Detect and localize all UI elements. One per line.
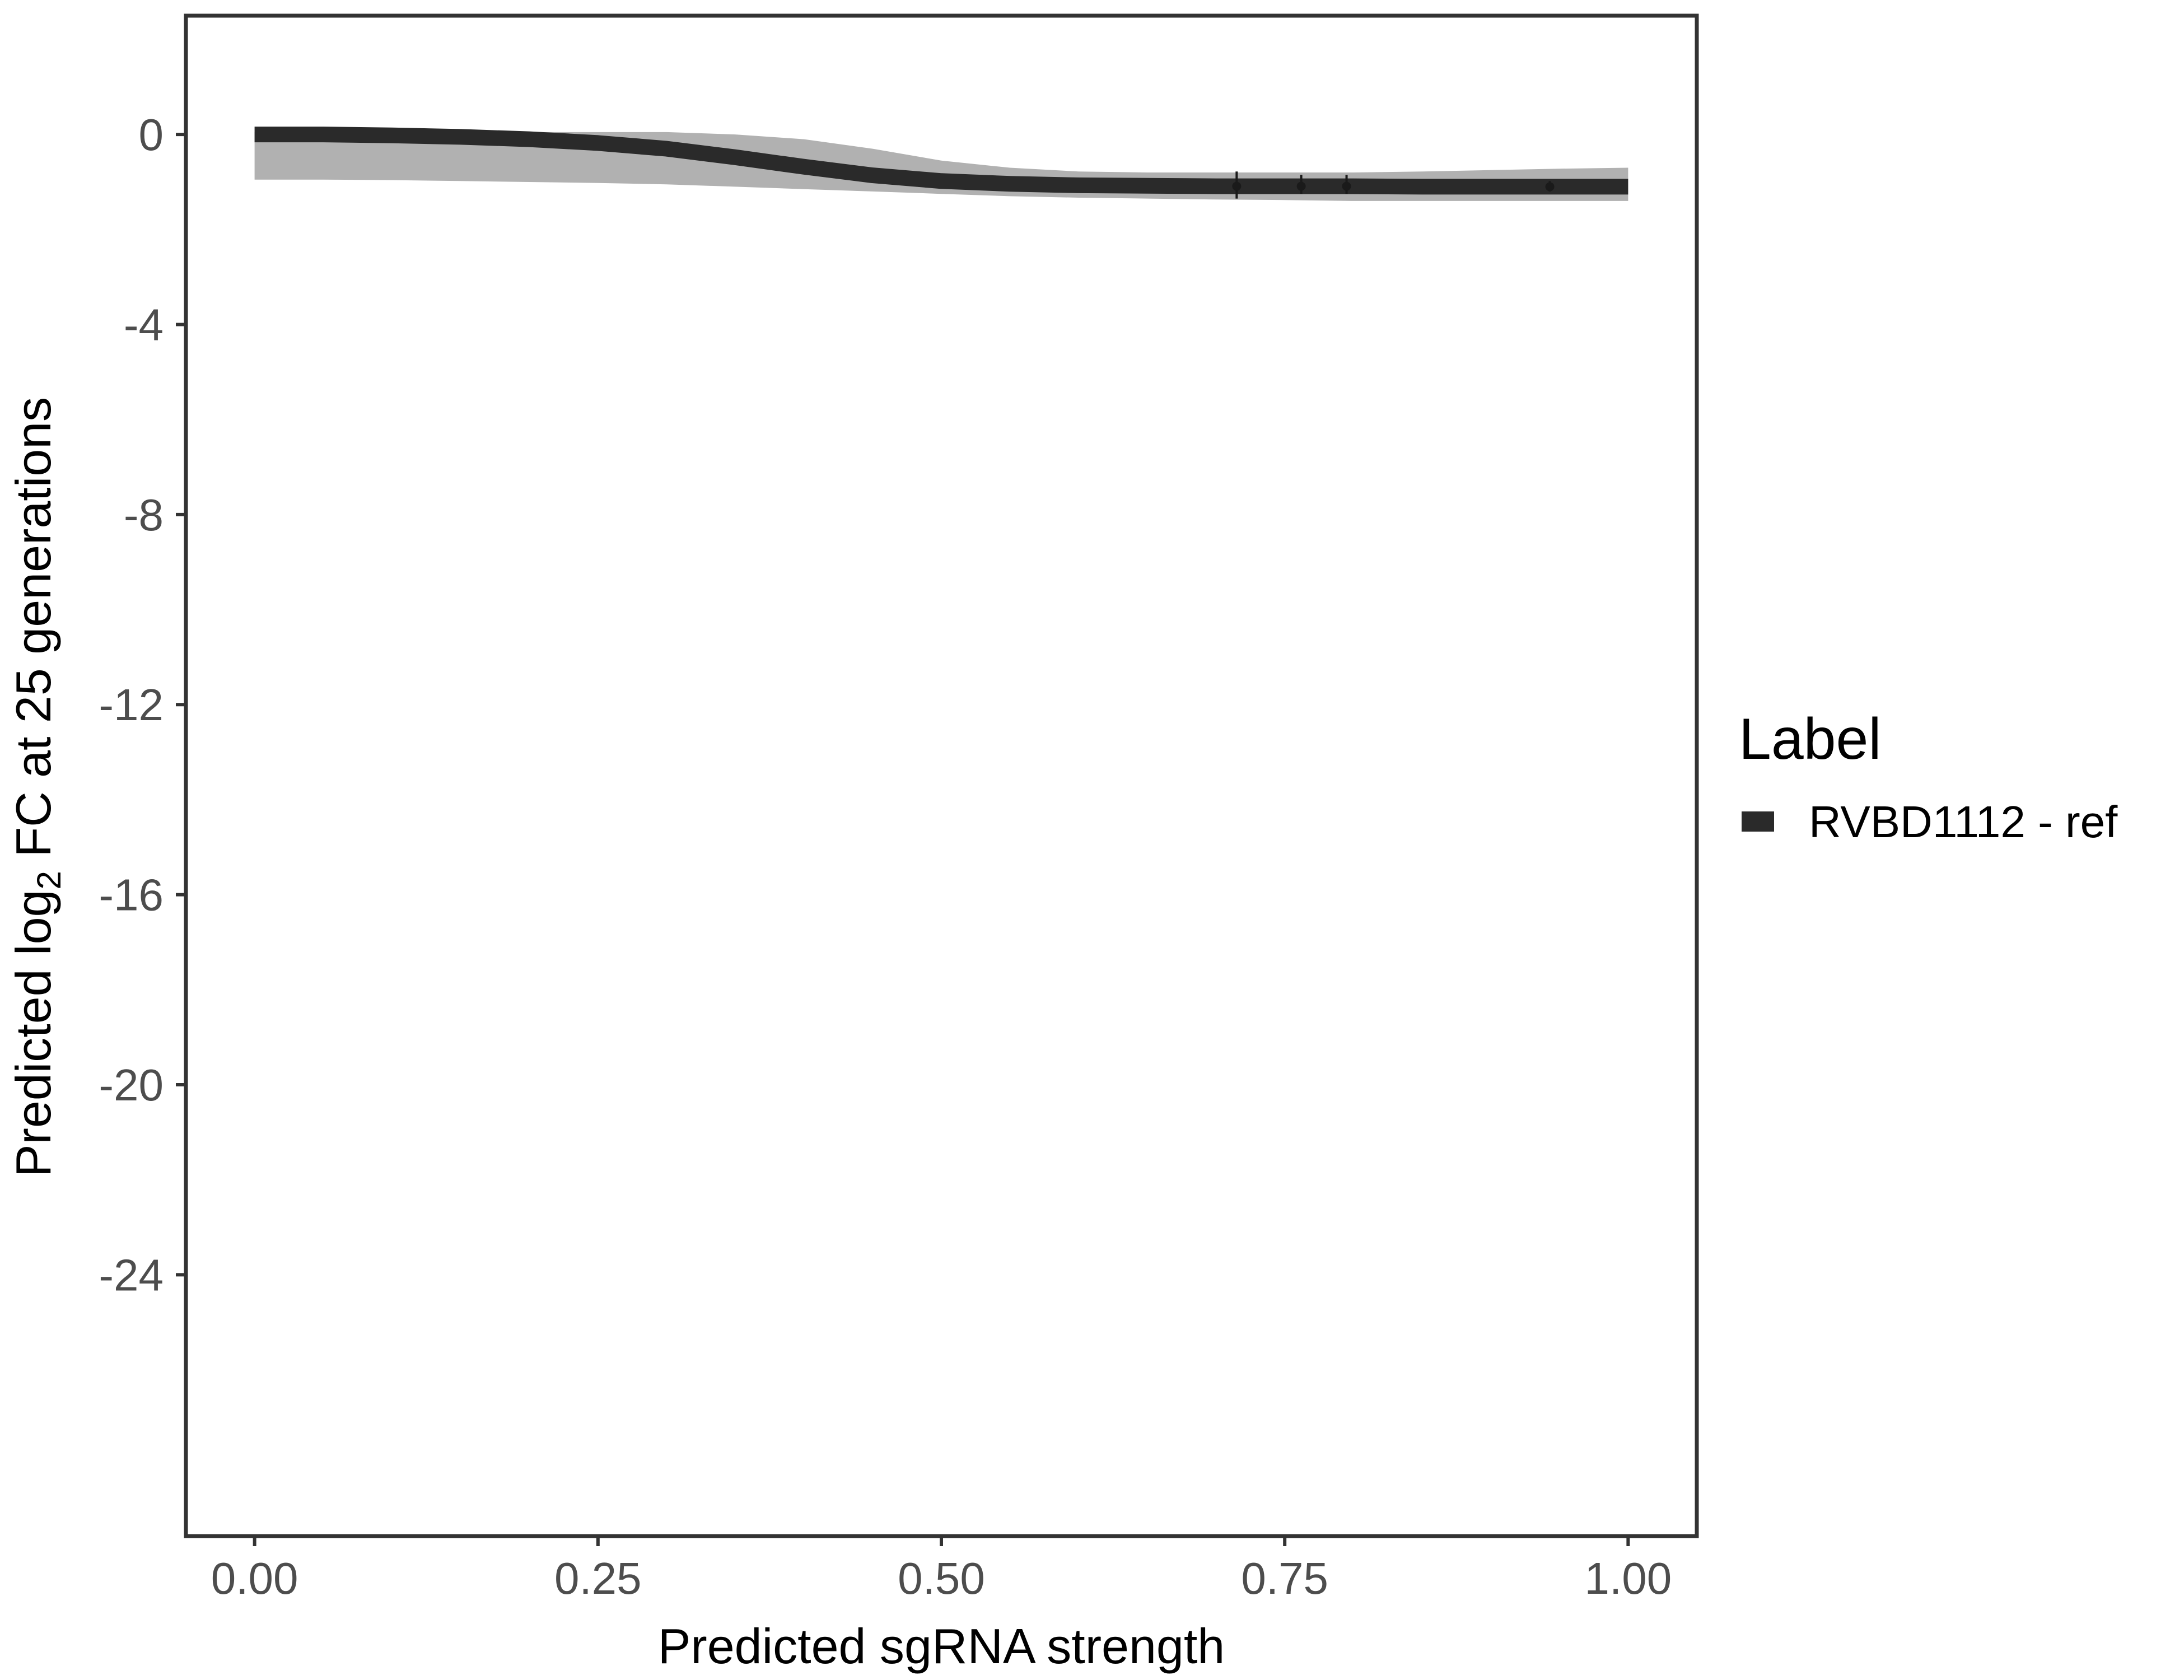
x-tick-label: 1.00 (1585, 1553, 1672, 1603)
legend-key (1742, 811, 1774, 832)
series-layer (254, 127, 1628, 195)
y-axis-title: Predicted log2 FC at 25 generations (6, 397, 68, 1177)
series-line (254, 127, 1628, 195)
x-axis: 0.00 0.25 0.50 0.75 1.00 (211, 1536, 1672, 1603)
guide-point (1342, 181, 1351, 191)
guide-point (1296, 181, 1306, 191)
y-tick-label: -8 (124, 490, 164, 540)
guide-point (1232, 181, 1242, 191)
x-tick-label: 0.25 (554, 1553, 642, 1603)
y-axis-title-prefix: Predicted log (6, 890, 61, 1178)
y-tick-label: -20 (99, 1060, 164, 1110)
y-tick-label: 0 (139, 110, 164, 160)
x-axis-title: Predicted sgRNA strength (658, 1618, 1225, 1674)
legend-label: RVBD1112 - ref (1809, 797, 2118, 847)
y-axis-title-suffix: FC at 25 generations (6, 397, 61, 871)
guide-point (1545, 182, 1555, 192)
y-tick-label: -4 (124, 300, 164, 349)
legend: Label RVBD1112 - ref (1739, 707, 2118, 847)
x-tick-label: 0.00 (211, 1553, 298, 1603)
x-tick-label: 0.50 (898, 1553, 985, 1603)
y-axis-title-subscript: 2 (30, 871, 68, 889)
y-tick-label: -16 (99, 870, 164, 920)
y-tick-label: -12 (99, 680, 164, 730)
observed-guides-layer (1232, 171, 1555, 199)
legend-title: Label (1739, 707, 1881, 772)
y-tick-label: -24 (99, 1250, 164, 1300)
plot-panel-border (184, 13, 1699, 1538)
x-tick-label: 0.75 (1241, 1553, 1328, 1603)
y-axis: 0 -4 -8 -12 -16 -20 -24 (99, 110, 186, 1300)
